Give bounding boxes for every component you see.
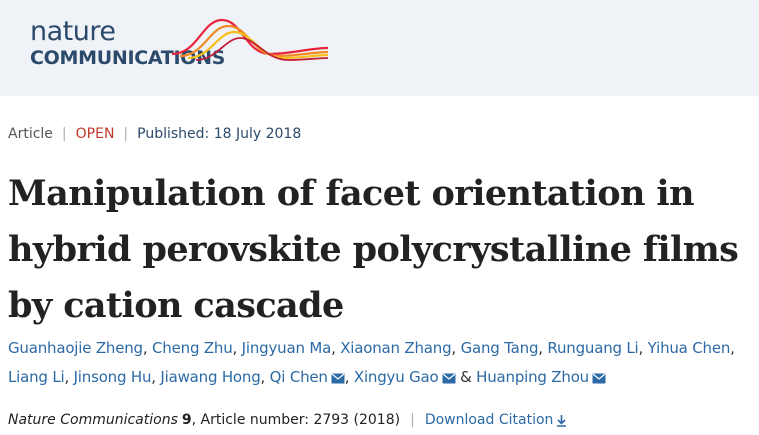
download-citation-label: Download Citation xyxy=(424,412,554,428)
author-separator: , xyxy=(638,339,648,357)
author-link[interactable]: Gang Tang xyxy=(460,339,539,357)
author-link[interactable]: Xingyu Gao xyxy=(353,368,439,386)
journal-name: Nature Communications xyxy=(8,412,178,428)
meta-separator: | xyxy=(61,126,67,142)
author-link[interactable]: Jingyuan Ma xyxy=(241,339,332,357)
article-meta: Article | OPEN | Published: 18 July 2018 xyxy=(8,125,301,143)
mail-icon[interactable] xyxy=(592,373,606,384)
logo-communications-text: COMMUNICATIONS xyxy=(30,47,226,69)
site-header: nature COMMUNICATIONS xyxy=(0,0,759,96)
download-citation-link[interactable]: Download Citation xyxy=(425,412,568,428)
meta-separator: | xyxy=(123,126,129,142)
author-link[interactable]: Liang Li xyxy=(8,368,65,386)
author-link[interactable]: Guanhaojie Zheng xyxy=(8,339,143,357)
journal-logo[interactable]: nature COMMUNICATIONS xyxy=(30,14,330,74)
author-separator: , xyxy=(538,339,548,357)
author-separator: , xyxy=(260,368,270,386)
author-separator: , xyxy=(232,339,242,357)
author-list: Guanhaojie Zheng, Cheng Zhu, Jingyuan Ma… xyxy=(8,334,756,392)
author-separator: , xyxy=(64,368,74,386)
author-link[interactable]: Runguang Li xyxy=(547,339,639,357)
author-separator: , xyxy=(451,339,461,357)
author-separator: & xyxy=(455,368,477,386)
author-link[interactable]: Jiawang Hong xyxy=(160,368,261,386)
article-number: , Article number: 2793 (2018) xyxy=(191,412,401,428)
mail-icon[interactable] xyxy=(331,373,345,384)
logo-waves-icon xyxy=(171,18,329,61)
author-link[interactable]: Qi Chen xyxy=(269,368,328,386)
citation-line: Nature Communications 9 , Article number… xyxy=(8,410,567,430)
logo-nature-text: nature xyxy=(30,16,116,47)
mail-icon[interactable] xyxy=(442,373,456,384)
author-link[interactable]: Xiaonan Zhang xyxy=(340,339,452,357)
download-icon xyxy=(557,414,567,427)
published-date: Published: 18 July 2018 xyxy=(137,126,302,142)
author-separator: , xyxy=(331,339,341,357)
article-title: Manipulation of facet orientation in hyb… xyxy=(8,173,739,326)
author-link[interactable]: Cheng Zhu xyxy=(152,339,233,357)
author-separator: , xyxy=(730,339,735,357)
author-separator: , xyxy=(344,368,354,386)
author-separator: , xyxy=(151,368,161,386)
author-link[interactable]: Huanping Zhou xyxy=(476,368,589,386)
author-link[interactable]: Jinsong Hu xyxy=(73,368,152,386)
citation-separator: | xyxy=(410,412,415,428)
open-access-badge: OPEN xyxy=(75,126,115,142)
article-type: Article xyxy=(8,126,53,142)
author-link[interactable]: Yihua Chen xyxy=(647,339,731,357)
journal-volume: 9 xyxy=(181,412,192,428)
author-separator: , xyxy=(142,339,153,357)
